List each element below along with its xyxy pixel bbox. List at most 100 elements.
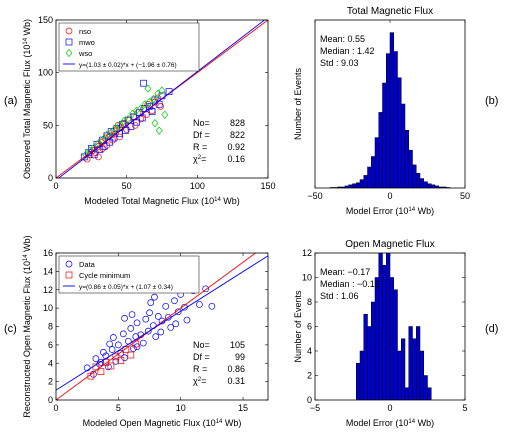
x-tick-label: 0 (387, 191, 392, 201)
x-axis-label: Model Error (1014 Wb) (346, 206, 434, 216)
x-tick-label: 0 (53, 403, 58, 413)
histogram-bar (393, 51, 398, 188)
histogram-bar (371, 156, 376, 188)
data-point (112, 130, 119, 138)
data-point (154, 313, 162, 320)
histogram-bar (374, 277, 379, 400)
histogram-bar (363, 314, 368, 400)
panel-label-a: (a) (4, 95, 17, 107)
data-point (152, 333, 160, 340)
histogram-bar (378, 253, 383, 400)
stat-line: Median : 1.42 (320, 46, 375, 56)
chart-d: Open Magnetic Flux Mean: −0.17 Median : −0… (293, 239, 468, 428)
identity-line (56, 253, 257, 400)
data-point (122, 346, 130, 353)
y-tick-label: 150 (38, 15, 53, 25)
legend-label: Cycle minimum (79, 271, 130, 280)
stats-block: Mean: −0.17 Median : −0.19 Std : 1.06 (320, 267, 380, 301)
legend-label: wso (78, 49, 92, 58)
legend-label: mwo (79, 38, 95, 47)
histogram-bar (389, 277, 394, 400)
stat-label: χ2= (193, 154, 206, 164)
stat-label: No= (193, 340, 210, 350)
legend-label: y=(1.03 ± 0.02)*x + (−1.96 ± 0.76) (79, 62, 177, 69)
data-point (208, 302, 216, 310)
plot-marks (329, 32, 451, 188)
legend: Data Cycle minimum y=(0.86 ± 0.05)*x + (1.… (58, 255, 200, 294)
histogram-bars (356, 253, 432, 400)
data-point (127, 324, 135, 332)
data-point (158, 86, 166, 95)
data-point (129, 345, 137, 352)
chart-panels: nso mwo wso y=(1.03 ± 0.02)*x + (−1.96 ± 0.… (22, 6, 470, 428)
data-point (162, 302, 170, 310)
histogram-bars (329, 32, 451, 188)
x-tick-label: −50 (307, 191, 322, 201)
chart-title: Total Magnetic Flux (347, 6, 433, 17)
stat-value: 105 (230, 340, 245, 350)
histogram-bar (352, 183, 357, 188)
data-point (145, 98, 153, 107)
data-point (108, 346, 116, 353)
data-point (127, 123, 135, 130)
stat-line: Std : 9.03 (320, 58, 359, 68)
x-tick-label: −5 (310, 403, 320, 413)
histogram-bar (359, 179, 364, 188)
y-axis-label: Number of Events (293, 67, 303, 140)
data-point (155, 126, 163, 135)
y-tick-label: 8 (48, 322, 53, 332)
histogram-bar (416, 173, 421, 188)
data-point (139, 339, 147, 347)
data-point (82, 150, 90, 159)
stat-value: 0.86 (227, 364, 245, 374)
stat-label: χ2= (193, 376, 206, 386)
histogram-bar (431, 184, 436, 188)
histogram-bar (404, 387, 409, 400)
data-point (154, 89, 162, 98)
histogram-bar (412, 338, 417, 400)
stat-value: 828 (230, 118, 245, 128)
fit-line (56, 255, 268, 391)
x-tick-label: 150 (260, 181, 275, 191)
data-point (172, 320, 180, 328)
histogram-bar (359, 350, 364, 400)
stat-line: Std : 1.06 (320, 291, 359, 301)
data-point (127, 351, 135, 359)
histogram-bar (423, 375, 428, 400)
data-point (142, 315, 150, 323)
histogram-bar (371, 301, 376, 400)
histogram-bar (382, 82, 387, 188)
data-point (148, 108, 156, 115)
histogram-bar (374, 137, 379, 188)
data-point (144, 327, 152, 335)
stat-line: Mean: 0.55 (320, 34, 365, 44)
data-point (121, 314, 128, 322)
legend-label: Data (79, 260, 96, 269)
data-point (121, 127, 129, 134)
histogram-bar (363, 175, 368, 188)
data-point (90, 151, 98, 159)
y-tick-label: 0 (307, 395, 312, 405)
data-point (107, 362, 115, 370)
histogram-bar (356, 182, 361, 188)
data-point (147, 299, 155, 306)
y-tick-label: 0 (48, 173, 53, 183)
y-tick-label: 50 (43, 120, 53, 130)
histogram-bar (427, 387, 432, 400)
x-tick-label: 0 (53, 181, 58, 191)
data-point (183, 316, 191, 324)
y-tick-label: 6 (48, 340, 53, 350)
histogram-bar (382, 265, 387, 400)
y-tick-label: 12 (43, 285, 53, 295)
data-point (115, 341, 122, 349)
histogram-bar (416, 326, 421, 400)
chart-b: Total Magnetic Flux Mean: 0.55 Median : 1.… (293, 6, 470, 216)
histogram-bar (401, 338, 406, 400)
y-axis-label: Observed Total Magnetic Flux (1014 Wb) (22, 19, 32, 179)
data-point (112, 358, 120, 365)
data-point (140, 79, 147, 87)
data-point (97, 358, 105, 366)
x-tick-label: 10 (176, 403, 186, 413)
x-tick-label: 15 (238, 403, 248, 413)
